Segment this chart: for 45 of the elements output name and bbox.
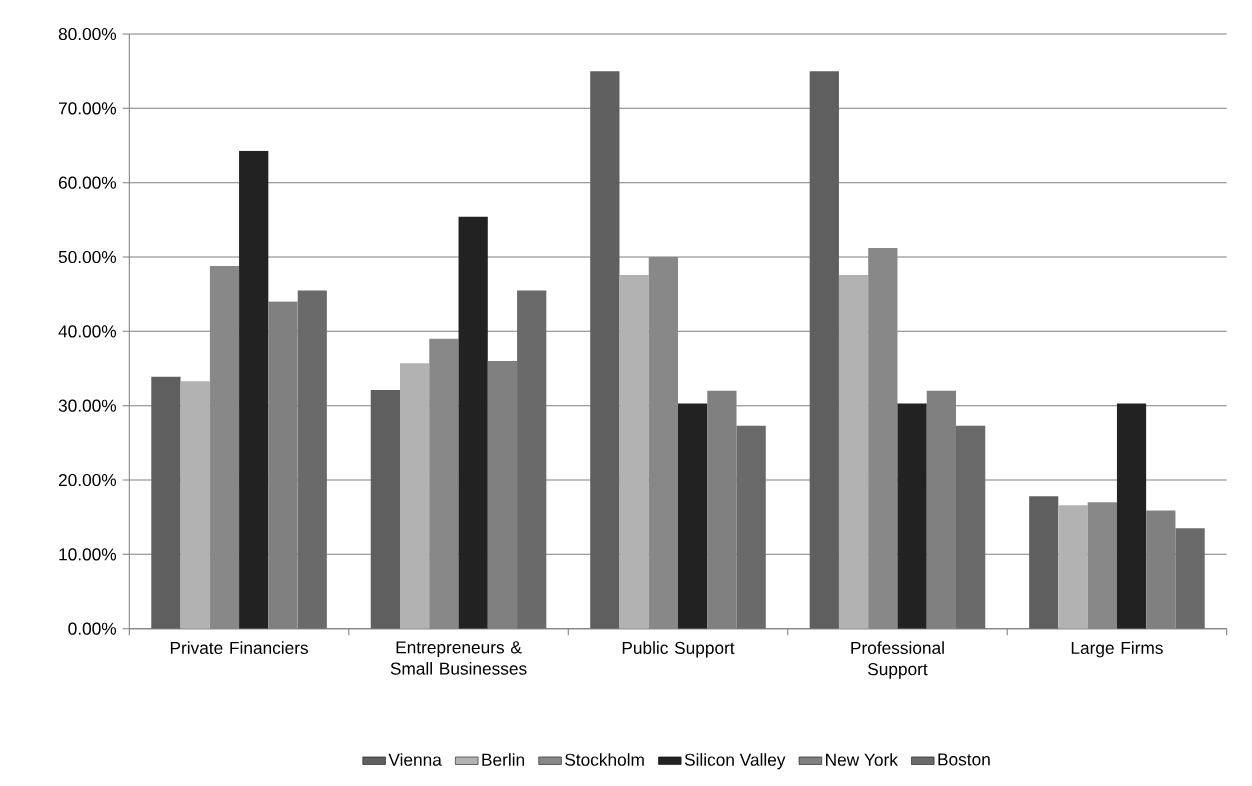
y-tick-label: 20.00% xyxy=(58,473,117,487)
y-tick-label: 70.00% xyxy=(58,102,117,115)
bar xyxy=(619,274,649,629)
y-tick-label: 60.00% xyxy=(58,176,117,189)
bar xyxy=(458,216,488,629)
bar xyxy=(1146,510,1176,629)
y-tick-label: 10.00% xyxy=(59,548,117,561)
bar xyxy=(370,390,401,629)
bar xyxy=(297,290,327,629)
bar xyxy=(487,361,518,629)
legend-label: Boston xyxy=(938,753,990,766)
bar xyxy=(268,301,298,629)
x-tick-label: Professional Support xyxy=(851,641,944,679)
bar xyxy=(429,338,459,629)
legend-label: Vienna xyxy=(388,753,442,766)
x-tick-label: Large Firms xyxy=(1071,641,1163,658)
legend-label: Berlin xyxy=(482,753,525,766)
bar xyxy=(1087,502,1117,629)
y-tick-label: 30.00% xyxy=(58,399,117,412)
bar xyxy=(180,381,210,629)
bar xyxy=(1058,505,1088,629)
x-tick-label: Entrepreneurs & Small Businesses xyxy=(390,641,527,675)
legend-label: New York xyxy=(826,753,898,766)
legend-label: Stockholm xyxy=(565,753,644,766)
bar xyxy=(151,376,181,629)
bar xyxy=(678,403,708,629)
bar xyxy=(838,274,869,629)
bar xyxy=(1116,403,1147,629)
bar xyxy=(239,150,269,629)
bar xyxy=(400,363,430,629)
legend-label: Silicon Valley xyxy=(684,753,786,770)
x-tick-label: Private Financiers xyxy=(170,641,309,655)
y-tick-label: 0.00% xyxy=(68,622,117,635)
bar xyxy=(1029,496,1059,629)
bar xyxy=(809,71,839,629)
y-tick-label: 80.00% xyxy=(58,27,117,41)
bar xyxy=(955,425,986,629)
bar xyxy=(1175,528,1205,629)
bar xyxy=(897,403,927,629)
y-tick-label: 40.00% xyxy=(58,325,117,338)
bar xyxy=(517,290,547,629)
y-tick-label: 50.00% xyxy=(58,250,117,264)
bar xyxy=(590,71,620,629)
x-tick-label: Public Support xyxy=(622,641,735,658)
bar xyxy=(736,425,766,629)
